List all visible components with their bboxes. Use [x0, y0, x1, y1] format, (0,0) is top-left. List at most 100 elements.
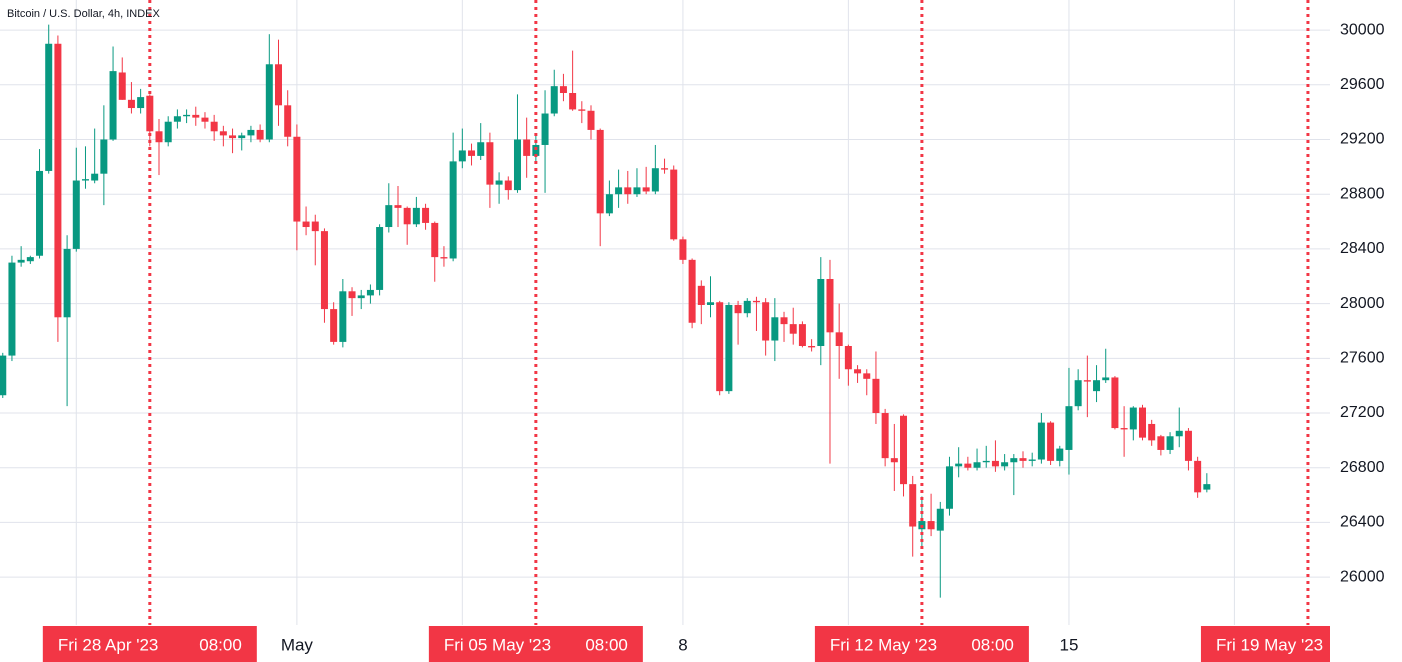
marker-time: 08:00	[199, 635, 242, 654]
candle-body	[780, 317, 788, 325]
candle-body	[569, 92, 577, 110]
candle-body	[311, 221, 319, 232]
marker-date: Fri 12 May '23	[830, 635, 937, 654]
candle-body	[366, 289, 374, 296]
candle-body	[982, 460, 990, 463]
candle-body	[734, 304, 742, 314]
candle-body	[725, 304, 733, 392]
candle-body	[449, 161, 457, 259]
y-tick-label: 27200	[1340, 404, 1385, 421]
candle-body	[1056, 448, 1064, 461]
candle-body	[468, 150, 476, 156]
marker-label-box	[814, 626, 1029, 662]
marker-label-box	[42, 626, 257, 662]
candles	[0, 24, 1211, 598]
candle-body	[1157, 436, 1165, 450]
candle-body	[955, 463, 963, 467]
candle-body	[210, 121, 218, 132]
candle-body	[900, 415, 908, 485]
marker-time: 08:00	[585, 635, 628, 654]
candle-body	[1074, 380, 1082, 407]
candle-body	[1138, 407, 1146, 438]
candle-body	[1129, 407, 1137, 430]
candle-body	[394, 205, 402, 208]
candle-body	[229, 135, 237, 139]
candle-body	[118, 72, 126, 100]
candle-body	[275, 64, 283, 106]
candle-body	[284, 105, 292, 137]
candle-body	[1083, 380, 1091, 382]
candle-body	[752, 300, 760, 303]
candle-body	[936, 508, 944, 531]
candle-body	[642, 187, 650, 192]
candle-body	[550, 86, 558, 114]
candle-body	[17, 259, 25, 263]
candle-body	[697, 285, 705, 305]
candle-body	[1019, 458, 1027, 461]
marker-label-box	[1200, 626, 1330, 662]
candle-body	[771, 317, 779, 341]
candle-body	[412, 207, 420, 225]
candle-body	[504, 180, 512, 191]
candle-body	[1047, 422, 1055, 461]
axes: 26000 26400 26800 27200 27600 28000 28400 28800…	[281, 21, 1385, 654]
candle-body	[1028, 459, 1036, 461]
candle-body	[1093, 380, 1101, 392]
candle-body	[339, 291, 347, 342]
candle-body	[127, 99, 135, 109]
candle-body	[91, 173, 99, 181]
marker-date: Fri 28 Apr '23	[58, 635, 159, 654]
x-tick-label: May	[281, 635, 314, 654]
candle-body	[164, 121, 172, 143]
candle-body	[596, 129, 604, 214]
candle-body	[661, 168, 669, 170]
candle-body	[559, 86, 567, 93]
candle-body	[183, 114, 191, 117]
candle-body	[964, 463, 972, 468]
candle-body	[1148, 423, 1156, 441]
candle-body	[624, 187, 632, 195]
candle-body	[1037, 422, 1045, 460]
candle-body	[670, 169, 678, 240]
candle-body	[173, 116, 181, 122]
candle-body	[1010, 458, 1018, 463]
candle-body	[458, 150, 466, 162]
candle-body	[1001, 462, 1009, 467]
candle-body	[808, 346, 816, 348]
candle-body	[256, 129, 264, 140]
candle-body	[36, 170, 44, 256]
candle-body	[1065, 406, 1073, 450]
candle-body	[238, 135, 246, 139]
marker-label-box	[428, 626, 643, 662]
candle-body	[403, 207, 411, 225]
candle-body	[265, 64, 273, 140]
candle-body	[72, 180, 80, 249]
candle-body	[1194, 460, 1202, 493]
candle-body	[789, 324, 797, 334]
candle-body	[357, 295, 365, 299]
candle-body	[440, 257, 448, 259]
candle-body	[1102, 377, 1110, 381]
y-tick-label: 29200	[1340, 131, 1385, 148]
candle-body	[716, 302, 724, 392]
candle-body	[8, 262, 16, 356]
candle-body	[817, 278, 825, 347]
candle-body	[605, 194, 613, 214]
candle-body	[1120, 428, 1128, 430]
candle-body	[348, 291, 356, 299]
markers: Fri 28 Apr '23 08:00 Fri 05 May '23 08:00 Fr…	[42, 0, 1330, 662]
candle-body	[137, 97, 145, 109]
candle-body	[973, 462, 981, 468]
candle-body	[633, 187, 641, 195]
candle-body	[26, 257, 34, 262]
candle-body	[541, 113, 549, 145]
candle-body	[1175, 430, 1183, 437]
candle-body	[63, 248, 71, 318]
y-tick-label: 26000	[1340, 568, 1385, 585]
candle-body	[1166, 436, 1174, 450]
candle-body	[863, 373, 871, 379]
candle-body	[890, 458, 898, 463]
candle-body	[1184, 430, 1192, 461]
y-tick-label: 26800	[1340, 459, 1385, 476]
